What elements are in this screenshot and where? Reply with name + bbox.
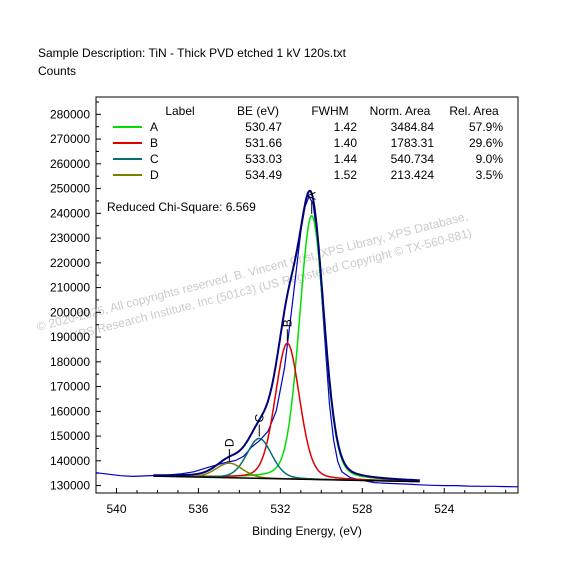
legend: Label BE (eV) FWHM Norm. Area Rel. Area A 530.… [113, 104, 503, 182]
peak-labels: A B C D [222, 192, 319, 462]
legend-header: FWHM [311, 104, 348, 118]
legend-label: B [150, 136, 158, 150]
y-tick-label: 230000 [50, 231, 90, 245]
chi-square-text: Reduced Chi-Square: 6.569 [107, 200, 256, 214]
plot-frame [95, 96, 519, 494]
legend-fwhm: 1.52 [334, 168, 358, 182]
peak-b-line [153, 342, 420, 483]
y-tick-label: 180000 [50, 355, 90, 369]
y-axis: 130000 140000 150000 160000 170000 180000 1900… [50, 101, 101, 493]
legend-norm-area: 540.734 [391, 152, 435, 166]
y-tick-label: 190000 [50, 330, 90, 344]
watermark: © 2020-2025, All copyrights reserved, B.… [35, 209, 473, 343]
background-line [153, 475, 420, 483]
legend-label: C [150, 152, 159, 166]
legend-norm-area: 3484.84 [391, 120, 435, 134]
legend-norm-area: 213.424 [391, 168, 435, 182]
x-tick-label: 528 [352, 502, 372, 516]
legend-be: 531.66 [245, 136, 282, 150]
y-tick-label: 130000 [50, 479, 90, 493]
y-tick-label: 160000 [50, 404, 90, 418]
x-axis: 540 536 532 528 524 [106, 488, 507, 516]
y-tick-label: 250000 [50, 182, 90, 196]
legend-rel-area: 57.9% [469, 120, 503, 134]
y-tick-label: 240000 [50, 206, 90, 220]
legend-fwhm: 1.40 [334, 136, 358, 150]
legend-fwhm: 1.42 [334, 120, 358, 134]
y-tick-label: 260000 [50, 157, 90, 171]
envelope-line [153, 189, 420, 482]
legend-norm-area: 1783.31 [391, 136, 435, 150]
y-tick-label: 200000 [50, 305, 90, 319]
legend-be: 534.49 [245, 168, 282, 182]
peak-label-c: C [252, 413, 266, 422]
legend-rel-area: 3.5% [476, 168, 504, 182]
y-tick-label: 280000 [50, 107, 90, 121]
legend-be: 533.03 [245, 152, 282, 166]
y-tick-label: 270000 [50, 132, 90, 146]
legend-fwhm: 1.44 [334, 152, 358, 166]
sample-description: Sample Description: TiN - Thick PVD etch… [38, 46, 346, 60]
y-tick-label: 140000 [50, 454, 90, 468]
legend-label: D [150, 168, 159, 182]
watermark-line-2: XPS Research Institute, Inc (501c3) (US … [69, 226, 473, 343]
series-layer [95, 189, 519, 488]
y-tick-label: 170000 [50, 380, 90, 394]
y-tick-label: 150000 [50, 429, 90, 443]
counts-label: Counts [38, 64, 77, 78]
watermark-line-1: © 2020-2025, All copyrights reserved, B.… [35, 209, 469, 334]
legend-header: BE (eV) [237, 104, 279, 118]
x-tick-label: 524 [434, 502, 454, 516]
legend-header: Rel. Area [449, 104, 499, 118]
legend-label: A [150, 120, 158, 134]
legend-header: Norm. Area [370, 104, 431, 118]
x-tick-label: 536 [188, 502, 208, 516]
peak-label-d: D [222, 438, 236, 447]
legend-be: 530.47 [245, 120, 282, 134]
legend-rel-area: 9.0% [476, 152, 504, 166]
legend-header: Label [165, 104, 194, 118]
peak-label-a: A [305, 192, 319, 200]
x-axis-label: Binding Energy, (eV) [252, 524, 362, 538]
legend-rel-area: 29.6% [469, 136, 503, 150]
x-tick-label: 540 [106, 502, 126, 516]
y-tick-label: 210000 [50, 281, 90, 295]
y-tick-label: 220000 [50, 256, 90, 270]
x-tick-label: 532 [270, 502, 290, 516]
peak-label-b: B [280, 319, 294, 327]
